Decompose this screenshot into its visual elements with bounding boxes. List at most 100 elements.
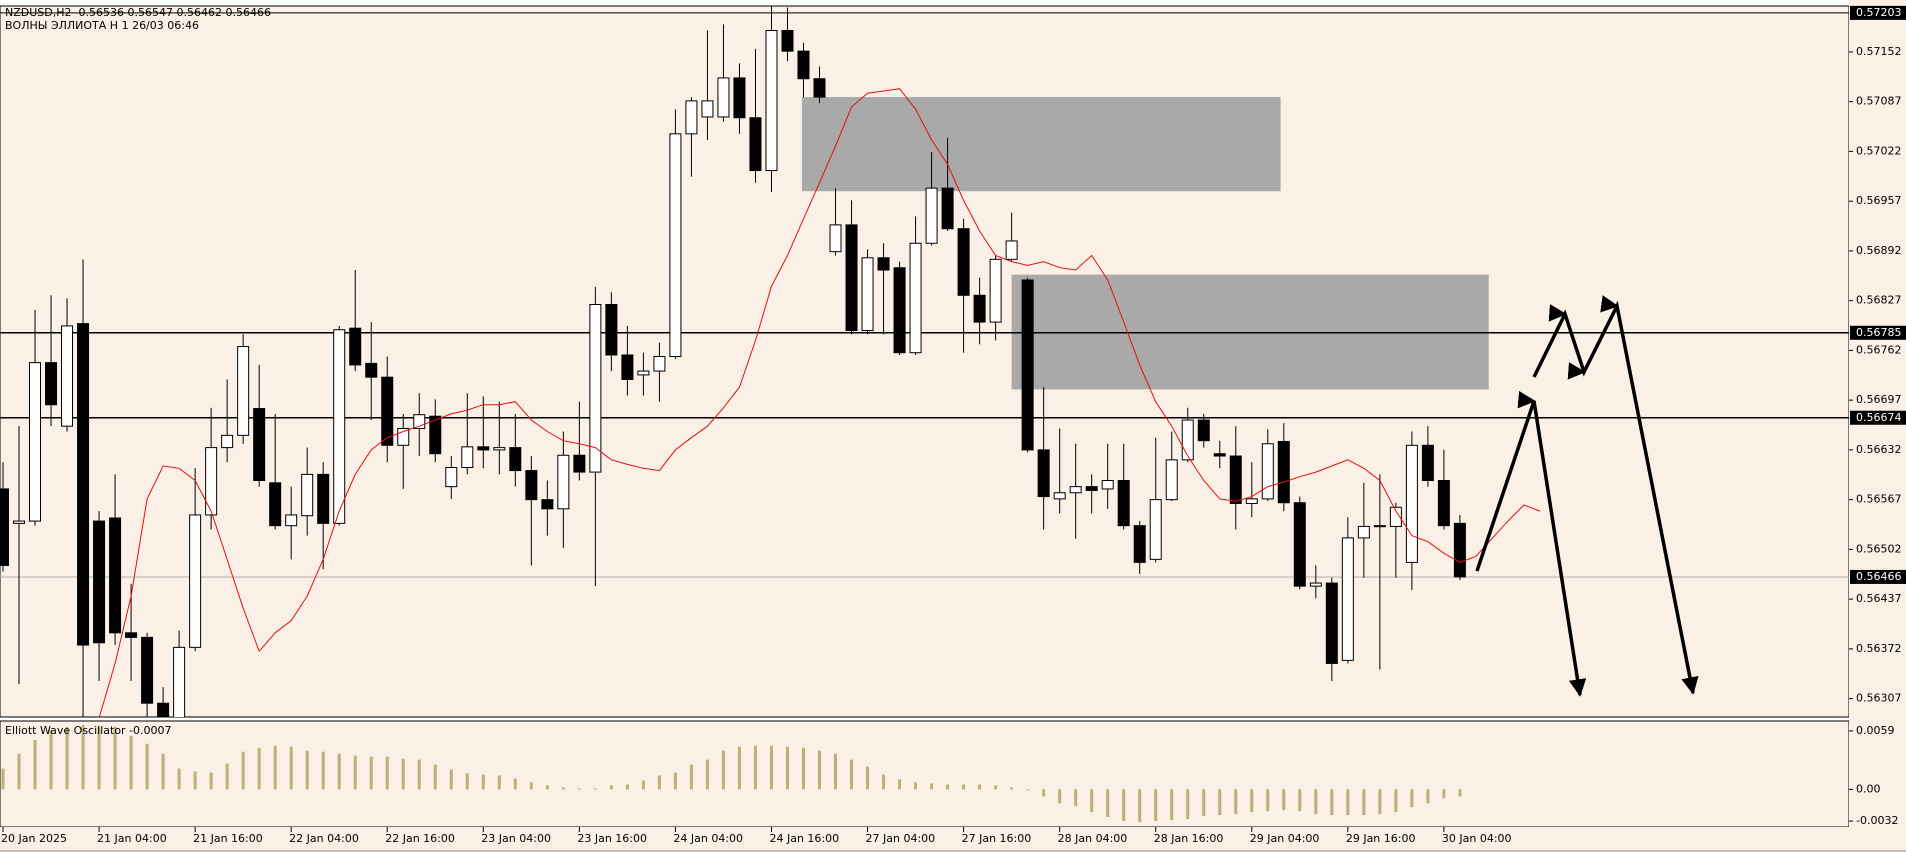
candle-body	[1149, 499, 1162, 560]
oscillator-bar	[657, 775, 661, 790]
candle-body	[1357, 525, 1370, 539]
axes: 0.57203 0.56785 0.56674 0.56466 0.57152 0.570…	[1, 5, 1906, 845]
y-tick-label: 0.56957	[1856, 194, 1902, 207]
x-tick-label: 21 Jan 04:00	[97, 832, 167, 845]
oscillator-bar	[1154, 789, 1158, 822]
candle-body	[1341, 537, 1354, 661]
x-tick-label: 21 Jan 16:00	[193, 832, 263, 845]
oscillator-bar	[785, 746, 789, 790]
oscillator-bar	[465, 773, 469, 790]
oscillator-bar	[305, 750, 309, 790]
candle-body	[381, 376, 394, 446]
candle-body	[1037, 449, 1050, 498]
candle-body	[1133, 525, 1146, 563]
oscillator-bar	[1122, 789, 1126, 822]
level-label: 0.56466	[1856, 570, 1902, 583]
x-tick-label: 30 Jan 04:00	[1442, 832, 1512, 845]
oscillator-bar	[673, 772, 677, 790]
candle-body	[1085, 486, 1098, 491]
oscillator-bar	[866, 766, 870, 790]
oscillator-bar	[737, 746, 741, 790]
ma-line	[98, 88, 1541, 717]
candle-body	[125, 632, 138, 638]
y-tick-label: 0.56762	[1856, 343, 1902, 356]
oscillator-bar	[802, 747, 805, 790]
oscillator-bar	[1442, 789, 1446, 799]
oscillator-bar	[449, 769, 453, 790]
candle-body	[1021, 279, 1034, 451]
candle-body	[669, 133, 682, 358]
candle-body	[1389, 506, 1402, 527]
candle-body	[13, 520, 26, 524]
oscillator-bar	[1250, 789, 1254, 813]
x-tick-label: 23 Jan 04:00	[481, 832, 551, 845]
candle-body	[589, 303, 602, 473]
y-tick-label: 0.56307	[1856, 692, 1902, 705]
candle-body	[605, 303, 618, 356]
oscillator-bar	[401, 758, 405, 790]
y-tick-label: 0.56502	[1856, 542, 1902, 555]
candle-body	[717, 77, 730, 118]
oscillator-bar	[129, 735, 133, 790]
x-tick-label: 27 Jan 16:00	[962, 832, 1032, 845]
candle-body	[877, 257, 890, 271]
level-label-box	[1850, 410, 1906, 425]
candle-body	[861, 257, 874, 332]
oscillator-bar	[513, 778, 517, 790]
oscillator-bar	[593, 788, 597, 790]
x-tick-label: 29 Jan 16:00	[1346, 832, 1416, 845]
candle-body	[1453, 522, 1466, 578]
oscillator-bar	[898, 779, 902, 790]
oscillator-bar	[930, 783, 934, 790]
candle-body	[1261, 443, 1274, 500]
oscillator-bar	[946, 784, 950, 790]
candle-body	[813, 78, 826, 98]
candle-body	[1405, 444, 1418, 563]
oscillator-bar	[289, 746, 293, 790]
oscillator-bar	[417, 759, 421, 790]
zone	[801, 97, 1281, 192]
oscillator-bar	[641, 780, 645, 790]
x-tick-label: 28 Jan 16:00	[1154, 832, 1224, 845]
candle-body	[1053, 492, 1066, 500]
candle-body	[429, 415, 442, 455]
candle-body	[413, 414, 426, 429]
candle-body	[1309, 582, 1322, 587]
x-tick-label: 28 Jan 04:00	[1058, 832, 1128, 845]
oscillator-bar	[721, 750, 725, 790]
y-tick-label: 0.56892	[1856, 244, 1902, 257]
candle-body	[317, 473, 330, 524]
candle-body	[157, 702, 170, 717]
oscillator-bar	[145, 743, 149, 790]
price-axis	[1849, 0, 1906, 851]
oscillator-bar	[481, 774, 485, 790]
candle-body	[173, 646, 186, 717]
oscillator-bar	[209, 772, 213, 790]
candle-body	[333, 329, 346, 524]
oscillator-bar	[978, 784, 982, 790]
oscillator-bar	[1298, 789, 1302, 812]
oscillator-bar	[1458, 789, 1462, 797]
oscillator-bar	[97, 726, 101, 790]
oscillator-bar	[1042, 789, 1046, 797]
oscillator-bar	[914, 782, 918, 790]
candle-body	[397, 427, 410, 446]
oscillator-bar	[1346, 789, 1350, 816]
candle-body	[205, 447, 218, 516]
oscillator-bar	[609, 785, 613, 790]
level-label: 0.56785	[1856, 326, 1902, 339]
time-axis	[0, 827, 1849, 851]
oscillator-bar	[1378, 789, 1382, 815]
candle-body	[109, 517, 122, 634]
candle-body	[1437, 480, 1450, 527]
candle-body	[493, 447, 506, 451]
y-tick-label: 0.56827	[1856, 294, 1902, 307]
moving-average	[98, 88, 1541, 717]
wave-arrows	[1475, 295, 1699, 697]
candle-body	[269, 482, 282, 527]
oscillator-bar	[321, 751, 325, 790]
zones	[801, 97, 1489, 390]
oscillator-bar	[689, 764, 693, 790]
candle-body	[1325, 582, 1338, 664]
candle-body	[845, 224, 858, 332]
